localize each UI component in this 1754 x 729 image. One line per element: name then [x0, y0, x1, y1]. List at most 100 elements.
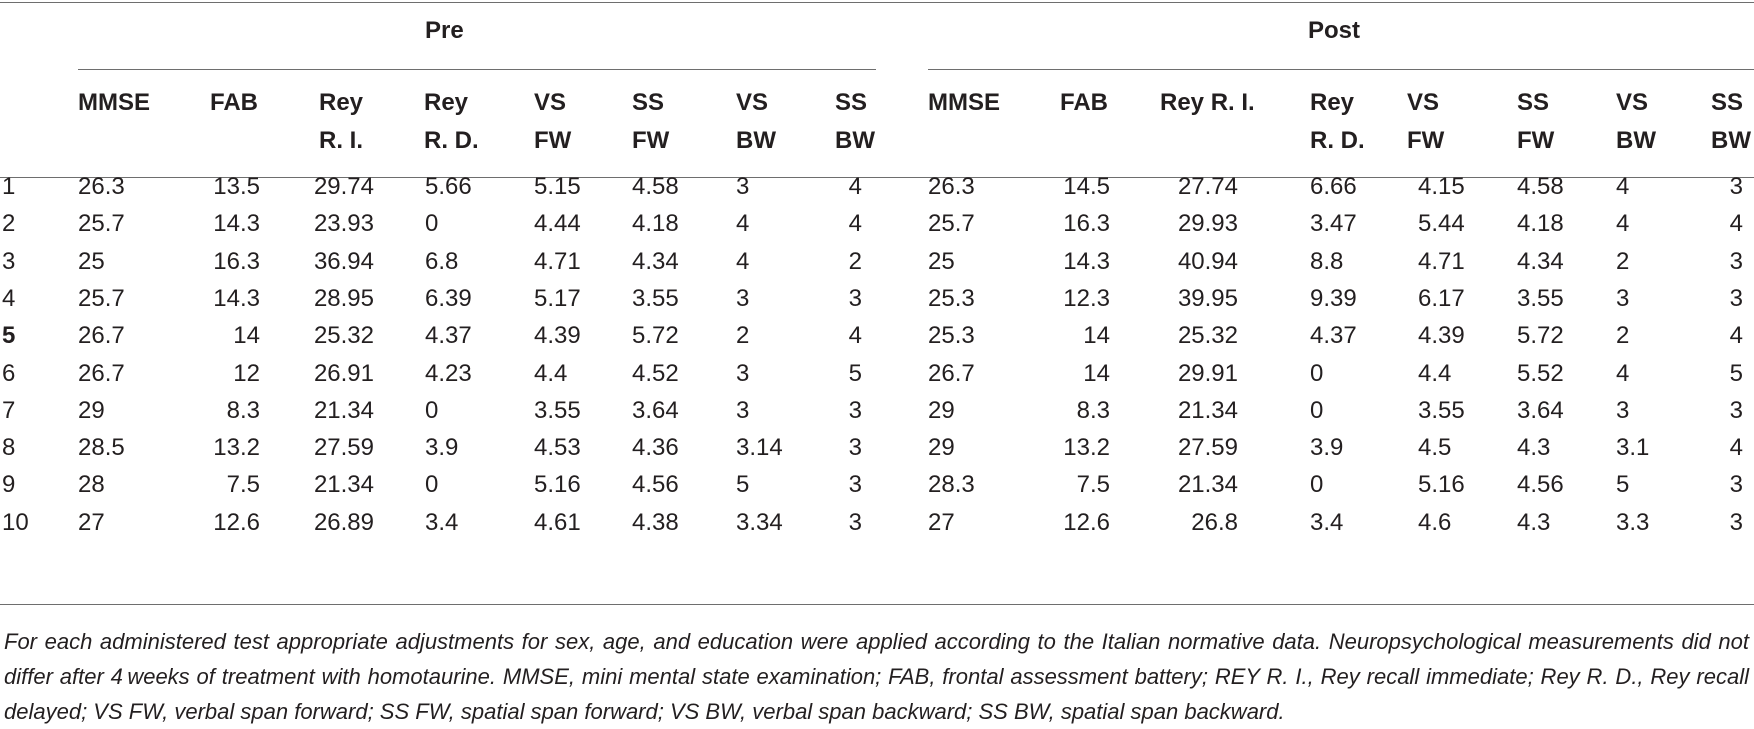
pre-value-cell: 3.64	[632, 396, 679, 424]
pre-value-cell: 4.38	[632, 508, 679, 536]
post-value-cell: 5.44	[1418, 210, 1465, 238]
pre-value-cell: 27	[78, 508, 105, 536]
table-row: 3 25 16.3 36.94 6.8 4.71 4.34 4 2 25 14.3 40.94 8.8 4…	[0, 242, 1754, 282]
post-value-cell: 3.55	[1517, 284, 1564, 312]
pre-value-cell: 4.44	[534, 210, 581, 238]
post-value-cell: 26.7	[928, 359, 975, 387]
pre-value-cell: 16.3	[213, 247, 260, 275]
post-value-cell: 21.34	[1177, 396, 1238, 424]
pre-value-cell: 2	[848, 247, 862, 275]
pre-value-cell: 0	[425, 210, 439, 238]
post-value-cell: 7.5	[1076, 471, 1110, 499]
post-value-cell: 0	[1310, 396, 1324, 424]
post-value-cell: 4.37	[1310, 322, 1357, 350]
pre-value-cell: 4.18	[632, 210, 679, 238]
post-value-cell: 29.93	[1177, 210, 1238, 238]
column-header-post-8: SS BW	[1711, 84, 1751, 160]
post-value-cell: 3	[1729, 396, 1743, 424]
pre-value-cell: 3.34	[736, 508, 783, 536]
pre-value-cell: 5.16	[534, 471, 581, 499]
pre-value-cell: 4.23	[425, 359, 472, 387]
group-header-pre: Pre	[425, 17, 464, 44]
column-header-line: Rey	[424, 89, 469, 116]
column-header-line: Rey	[319, 89, 364, 116]
post-value-cell: 4.3	[1517, 508, 1551, 536]
pre-value-cell: 28.95	[313, 284, 374, 312]
pre-value-cell: 12	[233, 359, 260, 387]
pre-value-cell: 14.3	[213, 210, 260, 238]
post-value-cell: 4.71	[1418, 247, 1465, 275]
group-header-post: Post	[1308, 17, 1361, 44]
pre-value-cell: 0	[425, 471, 439, 499]
post-value-cell: 4.58	[1517, 173, 1564, 200]
pre-value-cell: 8.3	[226, 396, 260, 424]
table-row: 4 25.7 14.3 28.95 6.39 5.17 3.55 3 3 25.3 12.3 39.9…	[0, 279, 1754, 319]
post-value-cell: 2	[1616, 247, 1630, 275]
post-value-cell: 4.5	[1418, 434, 1452, 462]
post-value-cell: 25.32	[1177, 322, 1238, 350]
post-value-cell: 25	[928, 247, 955, 275]
post-value-cell: 4	[1729, 434, 1743, 462]
pre-value-cell: 21.34	[313, 471, 374, 499]
pre-value-cell: 3.9	[425, 434, 459, 462]
pre-value-cell: 4.4	[534, 359, 568, 387]
pre-value-cell: 4	[848, 210, 862, 238]
column-header-pre-3: Rey R. I.	[319, 84, 363, 160]
column-header-pre-7: VS BW	[736, 84, 776, 160]
column-header-pre-6: SS FW	[632, 84, 669, 160]
pre-value-cell: 6.8	[425, 247, 459, 275]
post-value-cell: 26.3	[928, 173, 975, 200]
table-row: 8 28.5 13.2 27.59 3.9 4.53 4.36 3.14 3 29 13.2 27.5…	[0, 428, 1754, 468]
pre-value-cell: 36.94	[313, 247, 374, 275]
post-value-cell: 4.56	[1517, 471, 1564, 499]
pre-value-cell: 2	[736, 322, 750, 350]
post-value-cell: 25.7	[928, 210, 975, 238]
column-header-line: MMSE	[928, 89, 1000, 116]
row-label: 2	[2, 210, 16, 238]
post-value-cell: 26.8	[1191, 508, 1238, 536]
post-value-cell: 9.39	[1310, 284, 1357, 312]
post-value-cell: 4.18	[1517, 210, 1564, 238]
column-header-line: SS	[835, 89, 868, 116]
column-header-line: VS	[1616, 89, 1649, 116]
pre-value-cell: 3	[736, 396, 750, 424]
pre-value-cell: 3.55	[632, 284, 679, 312]
post-value-cell: 4.4	[1418, 359, 1452, 387]
pre-value-cell: 26.89	[313, 508, 374, 536]
column-header-line: VS	[736, 89, 769, 116]
column-header-line: SS	[1517, 89, 1550, 116]
post-value-cell: 13.2	[1063, 434, 1110, 462]
pre-value-cell: 28.5	[78, 434, 125, 462]
post-value-cell: 3.9	[1310, 434, 1344, 462]
pre-value-cell: 26.7	[78, 322, 125, 350]
row-label: 4	[2, 284, 16, 312]
post-value-cell: 4.39	[1418, 322, 1465, 350]
post-value-cell: 0	[1310, 359, 1324, 387]
column-header-pre-4: Rey R. D.	[424, 84, 479, 160]
column-header-line: BW	[1616, 127, 1656, 154]
post-value-cell: 4	[1616, 210, 1630, 238]
pre-value-cell: 28	[78, 471, 105, 499]
post-value-cell: 27.74	[1177, 173, 1238, 200]
column-header-line: FW	[632, 127, 670, 154]
post-value-cell: 21.34	[1177, 471, 1238, 499]
pre-value-cell: 4	[848, 322, 862, 350]
post-value-cell: 5	[1729, 359, 1743, 387]
post-value-cell: 5.52	[1517, 359, 1564, 387]
post-value-cell: 3.64	[1517, 396, 1564, 424]
row-label: 10	[2, 508, 29, 536]
row-label: 8	[2, 434, 16, 462]
pre-value-cell: 5	[736, 471, 750, 499]
pre-value-cell: 3.55	[534, 396, 581, 424]
pre-value-cell: 3	[848, 284, 862, 312]
post-value-cell: 12.3	[1063, 284, 1110, 312]
post-value-cell: 3	[1616, 396, 1630, 424]
pre-value-cell: 4	[736, 247, 750, 275]
post-value-cell: 27.59	[1177, 434, 1238, 462]
pre-value-cell: 4.71	[534, 247, 581, 275]
pre-value-cell: 14.3	[213, 284, 260, 312]
post-value-cell: 29.91	[1177, 359, 1238, 387]
post-group-rule	[928, 69, 1754, 70]
pre-value-cell: 25.32	[313, 322, 374, 350]
pre-value-cell: 4.53	[534, 434, 581, 462]
